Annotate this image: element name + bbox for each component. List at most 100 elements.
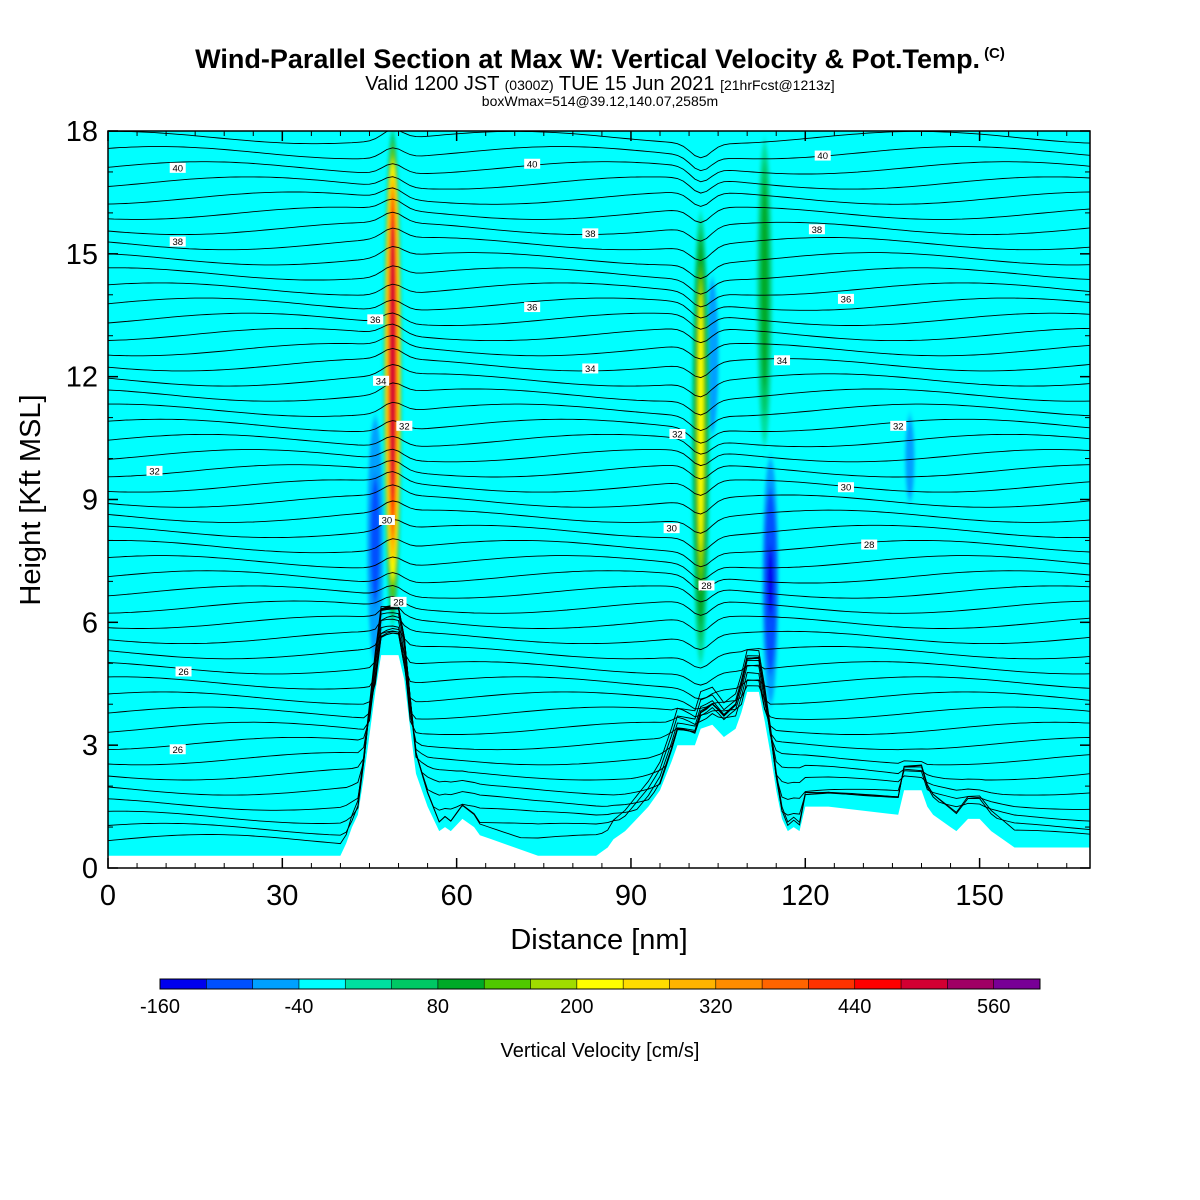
colorbar-swatch — [530, 979, 578, 989]
contour-label: 26 — [178, 667, 189, 678]
contour-label: 34 — [376, 376, 387, 387]
contour-label: 38 — [812, 225, 823, 236]
contour-label-bg — [663, 523, 680, 534]
theta-contour-line — [108, 418, 1090, 444]
forecast-info: [21hrFcst@1213z] — [720, 77, 835, 93]
theta-contour-line — [108, 161, 1090, 183]
terrain-fill — [108, 655, 1090, 868]
contour-label-bg — [837, 482, 854, 493]
copyright-mark: (C) — [984, 45, 1005, 62]
terrain — [108, 655, 1090, 868]
theta-contour-line — [108, 433, 1090, 455]
downdraft-level — [372, 506, 379, 575]
theta-contour-line — [108, 297, 1090, 319]
contour-label: 36 — [841, 294, 852, 305]
theta-contour-line — [108, 615, 1090, 651]
y-axis-label: Height [Kft MSL] — [15, 394, 47, 605]
theta-contour-line — [108, 604, 1090, 633]
theta-contour-line — [108, 618, 1090, 751]
colorbar: -160 -40 80 200 320 440 560 — [140, 978, 1041, 1018]
contour-label-bg — [175, 666, 192, 677]
colorbar-swatch — [576, 979, 624, 989]
colorbar-tick-label: 200 — [560, 996, 593, 1018]
colorbar-swatch — [206, 979, 254, 989]
theta-contour-line — [108, 632, 1090, 710]
x-tick-label: 120 — [781, 880, 829, 912]
contour-label-bg — [698, 580, 715, 591]
contour-label: 38 — [585, 229, 596, 240]
contour-label-bg — [169, 744, 186, 755]
valid-time: Valid 1200 JST — [365, 73, 500, 95]
contour-label: 38 — [172, 237, 183, 248]
theta-contour-line — [108, 630, 1090, 686]
theta-contour-line — [108, 265, 1090, 295]
theta-contour-line — [108, 570, 1090, 591]
chart-subtitle: Valid 1200 JST (0300Z) TUE 15 Jun 2021 [… — [0, 73, 1200, 96]
theta-contour-line — [108, 606, 1090, 811]
contour-label-bg — [582, 228, 599, 239]
contour-label-bg — [669, 428, 686, 439]
theta-contour-line — [108, 382, 1090, 416]
contour-label-bg — [169, 236, 186, 247]
contour-label: 40 — [817, 151, 828, 162]
field-background — [108, 131, 1090, 868]
x-tick-label: 90 — [615, 880, 647, 912]
theta-contour-line — [108, 630, 1090, 720]
colorbar-swatch — [947, 979, 995, 989]
contour-label: 32 — [399, 421, 410, 432]
updraft-band — [691, 212, 710, 664]
colorbar-swatch — [808, 979, 856, 989]
theta-contour-line — [108, 198, 1090, 224]
theta-contour-line — [108, 176, 1090, 194]
colorbar-swatch — [437, 979, 485, 989]
contour-label: 28 — [393, 597, 404, 608]
theta-contour-line — [108, 282, 1090, 308]
contour-label: 40 — [527, 159, 538, 170]
colorbar-swatch — [623, 979, 670, 989]
theta-contour-line — [108, 628, 1090, 669]
colorbar-tick-label: 80 — [427, 996, 449, 1018]
contour-label-bg — [582, 363, 599, 374]
colorbar-swatch — [669, 979, 717, 989]
colorbar-swatch — [901, 979, 948, 989]
theta-contour-line — [108, 606, 1090, 796]
theta-contour-line — [108, 607, 1090, 781]
contour-label-bg — [837, 293, 854, 304]
contour-label: 30 — [841, 483, 852, 494]
contour-label-bg — [378, 514, 395, 525]
theta-contour-line — [108, 518, 1090, 552]
colorbar-tick-label: -40 — [284, 996, 313, 1018]
theta-contour-line — [108, 227, 1090, 261]
contour-label-bg — [524, 302, 541, 313]
downdraft-level — [906, 435, 914, 482]
theta-contour-line — [108, 625, 1090, 735]
contour-label: 28 — [864, 540, 875, 551]
theta-contour-line — [108, 246, 1090, 280]
theta-contour-line — [108, 334, 1090, 360]
y-tick-label: 12 — [66, 362, 98, 394]
colorbar-swatch — [298, 979, 346, 989]
y-tick-label: 9 — [82, 485, 98, 517]
theta-contour-line — [108, 471, 1090, 496]
contour-label-bg — [890, 420, 907, 431]
downdraft-band — [901, 376, 918, 541]
theta-contour-line — [108, 596, 1090, 616]
contour-label-bg — [169, 162, 186, 173]
y-tick-label: 6 — [82, 607, 98, 639]
x-tick-label: 30 — [266, 880, 298, 912]
box-info: boxWmax=514@39.12,140.07,2585m — [481, 93, 719, 109]
colorbar-label: Vertical Velocity [cm/s] — [501, 1040, 700, 1062]
theta-contour-line — [108, 348, 1090, 379]
colorbar-tick-label: 560 — [977, 996, 1010, 1018]
colorbar-swatch — [854, 979, 902, 989]
contour-label: 34 — [585, 364, 596, 375]
contour-label: 26 — [172, 745, 183, 756]
contour-label-bg — [814, 150, 831, 161]
x-tick-label: 150 — [955, 880, 1003, 912]
theta-contour-line — [108, 608, 1090, 824]
theta-contours — [108, 131, 1090, 845]
contour-label: 36 — [527, 303, 538, 314]
updraft-level — [390, 219, 396, 499]
contour-label-bg — [396, 420, 413, 431]
